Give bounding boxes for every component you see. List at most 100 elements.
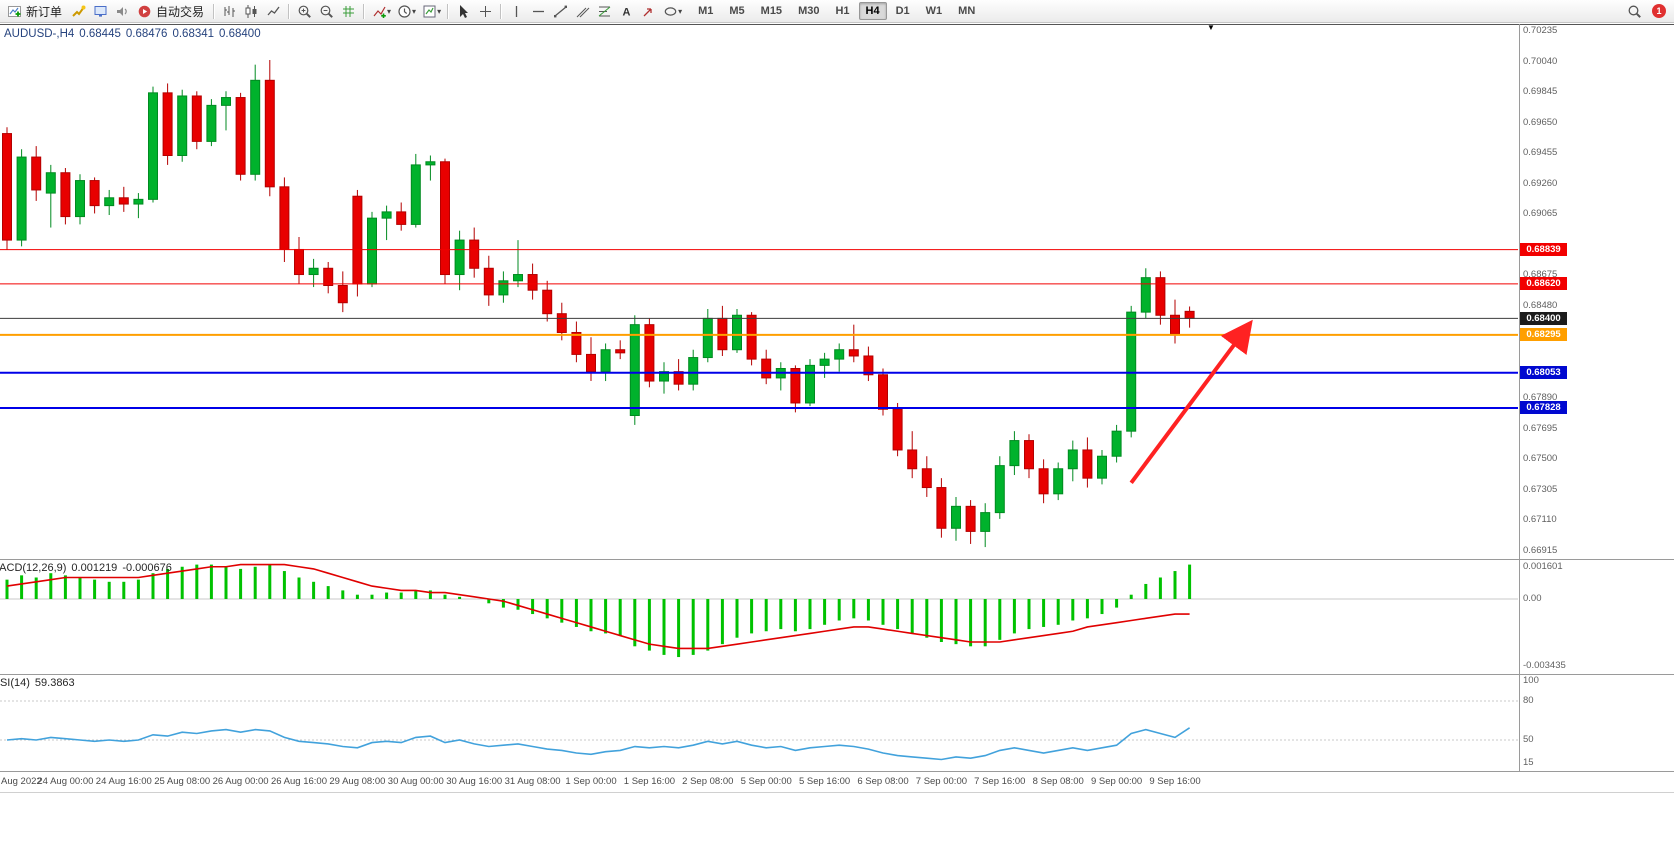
line-chart-icon[interactable]: [262, 1, 284, 21]
current-bar-marker: ▼: [1207, 23, 1215, 32]
time-axis-label: 5 Sep 00:00: [740, 776, 792, 787]
price-badge: 0.68400: [1520, 311, 1567, 325]
price-axis-tick: 0.68480: [1523, 299, 1558, 311]
new-order-label[interactable]: 新订单: [26, 4, 63, 19]
timeframe-m5[interactable]: M5: [729, 5, 745, 17]
indicators-icon[interactable]: [368, 1, 390, 21]
price-badge: 0.68053: [1520, 366, 1567, 380]
periods-dropdown-caret[interactable]: ▾: [412, 6, 417, 16]
template-dropdown-caret[interactable]: ▾: [437, 6, 442, 16]
price-axis-tick: 0.68675: [1523, 269, 1558, 281]
terminal-icon[interactable]: [89, 1, 111, 21]
toolbar-separator: [500, 3, 502, 19]
trendline-tool-icon[interactable]: [549, 1, 571, 21]
arrow-label-tool-icon[interactable]: [637, 1, 659, 21]
macd-axis-tick: -0.003435: [1523, 660, 1566, 671]
time-axis-label: 7 Sep 00:00: [915, 776, 968, 787]
chart-symbol-period: AUDUSD-,H4: [4, 28, 75, 40]
toolbar-separator: [447, 3, 449, 19]
text-tool-icon[interactable]: A: [615, 1, 637, 21]
grid-icon[interactable]: [337, 1, 359, 21]
sh apes-tool-icon[interactable]: [659, 1, 681, 21]
price-axis-tick: 0.69455: [1523, 147, 1558, 159]
vertical-line-tool-icon[interactable]: [505, 1, 527, 21]
rsi-value: 59.3863: [34, 677, 75, 689]
market-depth-icon[interactable]: [67, 1, 89, 21]
autotrading-label[interactable]: 自动交易: [156, 4, 205, 19]
zoom-out-icon[interactable]: [315, 1, 337, 21]
zoom-in-icon[interactable]: [293, 1, 315, 21]
time-axis-label: 5 Sep 16:00: [798, 776, 851, 787]
price-axis-tick: 0.69845: [1523, 86, 1558, 98]
timeframe-w1[interactable]: W1: [925, 5, 943, 17]
price-badge: 0.68839: [1520, 243, 1567, 257]
notification-badge[interactable]: 1: [1652, 4, 1666, 18]
price-axis-tick: 0.66915: [1523, 544, 1558, 556]
toolbar-separator: [288, 3, 290, 19]
price-badge: 0.68620: [1520, 277, 1567, 291]
alerts-sound-icon[interactable]: [111, 1, 133, 21]
price-badge: 0.67828: [1520, 401, 1567, 415]
svg-text:A: A: [622, 6, 630, 18]
time-axis-label: 8 Sep 08:00: [1032, 776, 1084, 787]
time-axis-label: 9 Sep 16:00: [1149, 776, 1201, 787]
price-axis-tick: 0.69650: [1523, 116, 1558, 128]
macd-main-value: 0.001219: [71, 562, 118, 574]
shapes-dropdown-caret[interactable]: ▾: [678, 6, 683, 16]
price-axis-tick: 0.67890: [1523, 392, 1558, 404]
horizontal-line-tool-icon[interactable]: [527, 1, 549, 21]
price-axis-tick: 0.70040: [1523, 55, 1558, 67]
price-badge: 0.68295: [1520, 328, 1567, 342]
time-axis-label: 1 Sep 16:00: [623, 776, 676, 787]
timeframe-m1[interactable]: M1: [698, 5, 714, 17]
time-axis-label: 26 Aug 00:00: [212, 776, 269, 787]
ohlc-open: 0.68445: [79, 28, 121, 40]
time-axis-label: 31 Aug 08:00: [504, 776, 561, 787]
timeframe-mn[interactable]: MN: [958, 5, 976, 17]
macd-axis-tick: 0.00: [1523, 593, 1542, 604]
toolbar-separator: [213, 3, 215, 19]
crosshair-icon[interactable]: [474, 1, 496, 21]
time-axis-label: 7 Sep 16:00: [974, 776, 1026, 787]
autotrading-icon[interactable]: [133, 1, 155, 21]
time-axis-label: 2 Sep 08:00: [682, 776, 734, 787]
timeframe-h1[interactable]: H1: [835, 5, 850, 17]
timeframe-h4[interactable]: H4: [858, 2, 887, 20]
search-icon[interactable]: [1623, 1, 1645, 21]
toolbar-right-group: 1: [1623, 1, 1671, 21]
time-axis-label: 30 Aug 16:00: [446, 776, 503, 787]
price-axis-tick: 0.67500: [1523, 453, 1558, 465]
time-axis-label: 24 Aug 16:00: [95, 776, 152, 787]
ohlc-close: 0.68400: [219, 28, 261, 40]
fibonacci-tool-icon[interactable]: [593, 1, 615, 21]
rsi-axis-tick: 100: [1523, 675, 1539, 686]
template-icon[interactable]: [418, 1, 440, 21]
main-toolbar: 新订单 自动交易 ▾ ▾ ▾: [0, 0, 1674, 23]
bar-chart-icon[interactable]: [218, 1, 240, 21]
rsi-axis-tick: 80: [1523, 695, 1534, 706]
periods-clock-icon[interactable]: [393, 1, 415, 21]
time-axis-label: 1 Sep 00:00: [565, 776, 617, 787]
price-axis-tick: 0.67110: [1523, 514, 1557, 526]
price-axis-tick: 0.69065: [1523, 208, 1558, 220]
cursor-icon[interactable]: [452, 1, 474, 21]
channel-tool-icon[interactable]: [571, 1, 593, 21]
candlestick-chart-icon[interactable]: [240, 1, 262, 21]
new-order-icon[interactable]: [3, 1, 25, 21]
time-axis-label: 25 Aug 08:00: [154, 776, 211, 787]
indicators-dropdown-caret[interactable]: ▾: [387, 6, 392, 16]
ohlc-high: 0.68476: [125, 28, 168, 40]
macd-signal-value: -0.000676: [122, 562, 172, 574]
rsi-axis-tick: 50: [1523, 734, 1534, 745]
price-axis-tick: 0.67305: [1523, 483, 1558, 495]
timeframe-d1[interactable]: D1: [895, 5, 910, 17]
timeframe-m15[interactable]: M15: [760, 5, 783, 17]
macd-axis-tick: 0.001601: [1523, 561, 1563, 572]
timeframe-m30[interactable]: M30: [798, 5, 820, 17]
time-axis-label: 26 Aug 16:00: [271, 776, 327, 787]
rsi-axis-tick: 15: [1523, 757, 1534, 768]
chart-ohlc-title: AUDUSD-,H4 0.68445 0.68476 0.68341 0.68400: [4, 28, 266, 40]
price-axis-tick: 0.70235: [1523, 24, 1558, 36]
